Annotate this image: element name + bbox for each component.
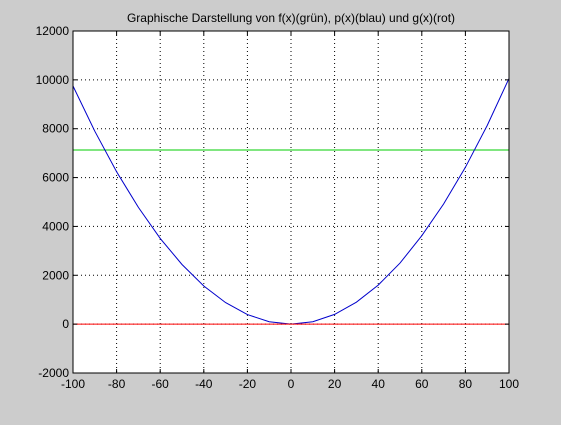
y-tick-label: 0 bbox=[62, 317, 69, 331]
x-tick-label: -60 bbox=[152, 377, 170, 391]
x-tick-label: 20 bbox=[328, 377, 342, 391]
x-tick-label: 80 bbox=[459, 377, 473, 391]
x-tick-label: 0 bbox=[288, 377, 295, 391]
chart-title: Graphische Darstellung von f(x)(grün), p… bbox=[127, 11, 455, 25]
x-tick-label: 60 bbox=[415, 377, 429, 391]
series-layer bbox=[72, 78, 510, 325]
axes-background bbox=[73, 31, 509, 373]
y-tick-label: 10000 bbox=[36, 73, 70, 87]
x-tick-label: -20 bbox=[239, 377, 257, 391]
y-tick-label: 8000 bbox=[42, 122, 69, 136]
x-tick-label: -80 bbox=[108, 377, 126, 391]
y-tick-label: 12000 bbox=[36, 24, 70, 38]
x-tick-label: 100 bbox=[499, 377, 519, 391]
tick-labels: -100 -80 -60 -40 -20 0 20 40 60 80 100 -2000 0 2000 40… bbox=[36, 24, 520, 391]
ticks bbox=[72, 30, 510, 374]
y-tick-label: 6000 bbox=[42, 171, 69, 185]
x-tick-label: -100 bbox=[61, 377, 85, 391]
y-tick-label: 2000 bbox=[42, 268, 69, 282]
y-tick-label: 4000 bbox=[42, 219, 69, 233]
y-tick-label: -2000 bbox=[38, 366, 69, 380]
x-tick-label: 40 bbox=[372, 377, 386, 391]
x-tick-label: -40 bbox=[195, 377, 213, 391]
